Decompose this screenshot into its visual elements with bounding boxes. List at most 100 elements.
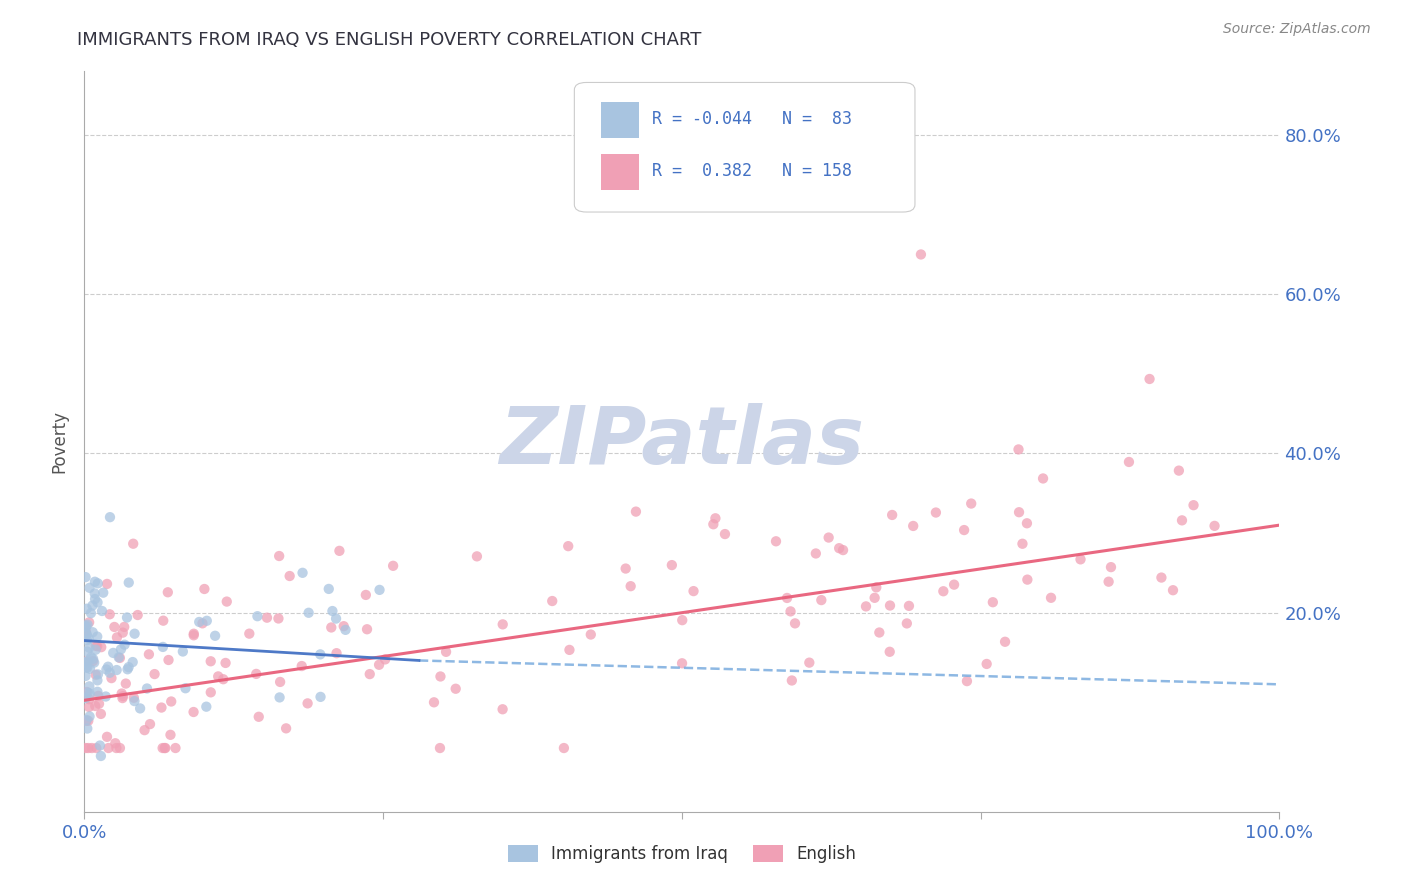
Point [661,558,683,573]
Point [291,659,314,673]
Point [855,599,877,614]
Point [79,662,101,676]
Point [195,699,218,714]
Point [96,663,118,677]
Point [105,741,128,756]
Point [84,698,107,713]
Point [86,595,108,609]
Point [79,709,101,723]
Point [1017,573,1039,587]
Point [152,741,174,756]
Point [1150,570,1173,584]
Text: IMMIGRANTS FROM IRAQ VS ENGLISH POVERTY CORRELATION CHART: IMMIGRANTS FROM IRAQ VS ENGLISH POVERTY … [77,31,702,49]
Point [75,669,97,683]
Point [765,534,787,549]
Point [579,627,602,641]
FancyBboxPatch shape [600,103,638,138]
Point [897,599,920,613]
Point [121,655,143,669]
Point [84,642,107,657]
Point [429,669,451,683]
Point [356,622,378,636]
FancyBboxPatch shape [600,154,638,190]
Point [799,656,821,670]
Point [80,650,103,665]
Point [111,691,134,706]
Point [309,648,332,662]
Point [150,700,173,714]
Point [318,582,340,596]
Point [215,594,238,608]
Point [903,519,925,533]
Point [76,617,98,632]
Text: R =  0.382   N = 158: R = 0.382 N = 158 [652,162,852,180]
Point [207,669,229,683]
Point [269,549,291,563]
Point [118,575,141,590]
Point [309,690,332,704]
Point [1040,591,1063,605]
Point [107,650,129,665]
Point [143,667,166,681]
Point [879,645,901,659]
Point [75,657,97,671]
Point [98,607,121,622]
Point [779,604,801,618]
Point [76,722,98,736]
Point [828,541,851,556]
Point [1139,372,1161,386]
Point [75,656,97,670]
Point [105,631,128,645]
Point [776,591,799,605]
Point [76,660,98,674]
Point [332,619,354,633]
Point [77,632,100,646]
Point [1011,537,1033,551]
Point [86,639,108,653]
Point [183,626,205,640]
Point [212,672,235,686]
Point [491,702,513,716]
Point [267,611,290,625]
Point [882,508,904,522]
Point [783,616,806,631]
Point [111,689,134,703]
Point [77,741,100,756]
Point [810,593,832,607]
Point [117,660,139,674]
Point [193,582,215,596]
Point [108,651,131,665]
Point [89,739,111,753]
Point [84,592,107,607]
Point [368,582,391,597]
Point [200,685,222,699]
Point [76,654,98,668]
Point [75,691,97,706]
Point [79,640,101,655]
Point [77,615,100,630]
Point [976,657,998,671]
Point [129,701,152,715]
Point [558,643,581,657]
Point [200,654,222,668]
Point [214,656,236,670]
Point [1118,455,1140,469]
Point [76,627,98,641]
Point [76,713,98,727]
Point [863,591,886,605]
Point [932,584,955,599]
Point [553,741,575,756]
Point [671,657,693,671]
Point [382,558,405,573]
Point [96,730,118,744]
Point [953,523,976,537]
Point [159,728,181,742]
Point [83,574,105,589]
Point [156,585,179,599]
Point [98,510,121,524]
Point [160,694,183,708]
Point [910,247,932,261]
Point [434,645,457,659]
Point [114,638,136,652]
Point [981,595,1004,609]
